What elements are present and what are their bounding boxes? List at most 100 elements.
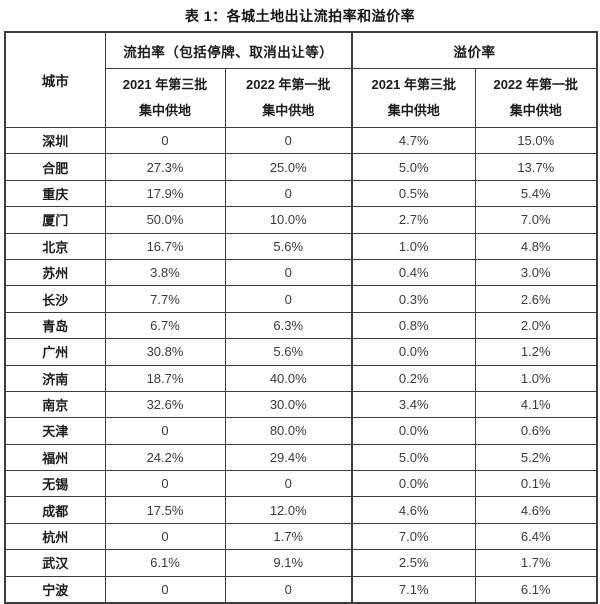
value-cell: 9.1% [224,549,353,577]
table-row: 合肥 27.3% 25.0% 5.0% 13.7% [4,153,598,181]
value-cell: 4.6% [351,496,476,524]
table-row: 厦门 50.0% 10.0% 2.7% 7.0% [4,206,598,234]
value-cell: 0 [224,285,353,313]
value-cell: 24.2% [104,443,226,472]
value-cell: 5.6% [224,338,353,366]
value-cell: 0 [104,470,226,498]
value-cell: 7.0% [474,206,598,234]
value-cell: 4.7% [351,126,476,155]
value-cell: 0.0% [351,470,476,498]
value-cell: 0 [224,126,353,155]
group-header-failure-rate: 流拍率（包括停牌、取消出让等） [104,31,353,69]
city-cell: 厦门 [4,206,106,234]
value-cell: 17.5% [104,496,226,524]
sub-header-line2: 集中供地 [262,103,315,118]
table-caption: 表 1：各城土地出让流拍率和溢价率 [184,8,416,24]
value-cell: 6.4% [474,522,598,551]
value-cell: 0.0% [351,338,476,366]
value-cell: 25.0% [224,153,353,181]
value-cell: 17.9% [104,179,226,208]
table-row: 福州 24.2% 29.4% 5.0% 5.2% [4,443,598,472]
value-cell: 6.7% [104,311,226,340]
table-row: 长沙 7.7% 0 0.3% 2.6% [4,285,598,313]
city-cell: 天津 [4,417,106,445]
value-cell: 18.7% [104,364,226,392]
value-cell: 12.0% [224,496,353,524]
value-cell: 1.7% [224,522,353,551]
table-row: 武汉 6.1% 9.1% 2.5% 1.7% [4,549,598,577]
sub-header-line2: 集中供地 [509,103,562,118]
value-cell: 1.0% [351,232,476,260]
value-cell: 1.2% [474,338,598,366]
city-cell: 杭州 [4,522,106,551]
value-cell: 0 [104,126,226,155]
sub-header-row: 2021 年第三批 集中供地 2022 年第一批 集中供地 2021 年第三批 … [5,68,598,128]
sub-header-line1: 2022 年第一批 [245,77,331,92]
value-cell: 5.6% [224,232,353,260]
value-cell: 0 [104,522,226,551]
group-header-row: 城市 流拍率（包括停牌、取消出让等） 溢价率 [4,31,598,128]
land-auction-table: 城市 流拍率（包括停牌、取消出让等） 溢价率 2021 年第三批 集中供地 20… [4,31,598,604]
sub-header-line1: 2021 年第三批 [122,77,208,92]
city-cell: 重庆 [4,179,106,208]
value-cell: 0 [224,179,353,208]
table-row: 宁波 0 0 7.1% 6.1% [4,575,598,604]
city-cell: 广州 [4,338,106,366]
sub-header-premium-2021b3: 2021 年第三批 集中供地 [351,68,476,128]
value-cell: 2.5% [351,549,476,577]
city-cell: 深圳 [4,126,106,155]
value-cell: 0.6% [474,417,598,445]
value-cell: 5.0% [351,153,476,181]
value-cell: 7.7% [104,285,226,313]
table-row: 杭州 0 1.7% 7.0% 6.4% [4,522,598,551]
value-cell: 0.0% [351,417,476,445]
value-cell: 4.1% [474,390,598,419]
value-cell: 7.1% [351,575,476,604]
sub-header-premium-2022b1: 2022 年第一批 集中供地 [474,68,598,128]
value-cell: 0.5% [351,179,476,208]
value-cell: 6.3% [224,311,353,340]
value-cell: 0 [224,575,353,604]
value-cell: 0.1% [474,470,598,498]
city-cell: 福州 [4,443,106,472]
table-row: 成都 17.5% 12.0% 4.6% 4.6% [4,496,598,524]
city-cell: 武汉 [4,549,106,577]
table-row: 无锡 0 0 0.0% 0.1% [4,470,598,498]
table-row: 济南 18.7% 40.0% 0.2% 1.0% [4,364,598,392]
value-cell: 0.4% [351,258,476,287]
value-cell: 32.6% [104,390,226,419]
city-cell: 南京 [4,390,106,419]
value-cell: 30.0% [224,390,353,419]
sub-header-line2: 集中供地 [387,103,440,118]
value-cell: 5.0% [351,443,476,472]
value-cell: 2.0% [474,311,598,340]
value-cell: 30.8% [104,338,226,366]
value-cell: 29.4% [224,443,353,472]
city-cell: 合肥 [4,153,106,181]
sub-header-failure-2022b1: 2022 年第一批 集中供地 [224,68,353,128]
value-cell: 0.8% [351,311,476,340]
city-cell: 无锡 [4,470,106,498]
table-row: 青岛 6.7% 6.3% 0.8% 2.0% [4,311,598,340]
value-cell: 0 [224,470,353,498]
group-header-premium-rate: 溢价率 [351,31,598,69]
city-cell: 长沙 [4,285,106,313]
value-cell: 3.0% [474,258,598,287]
sub-header-failure-2021b3: 2021 年第三批 集中供地 [104,68,226,128]
value-cell: 80.0% [224,417,353,445]
value-cell: 4.6% [474,496,598,524]
value-cell: 6.1% [104,549,226,577]
value-cell: 3.8% [104,258,226,287]
value-cell: 0 [224,258,353,287]
value-cell: 40.0% [224,364,353,392]
table-row: 北京 16.7% 5.6% 1.0% 4.8% [4,232,598,260]
value-cell: 0.2% [351,364,476,392]
city-column-header: 城市 [4,31,106,128]
value-cell: 5.4% [474,179,598,208]
city-cell: 济南 [4,364,106,392]
city-cell: 成都 [4,496,106,524]
table-row: 天津 0 80.0% 0.0% 0.6% [4,417,598,445]
table-row: 苏州 3.8% 0 0.4% 3.0% [4,258,598,287]
value-cell: 16.7% [104,232,226,260]
value-cell: 2.7% [351,206,476,234]
